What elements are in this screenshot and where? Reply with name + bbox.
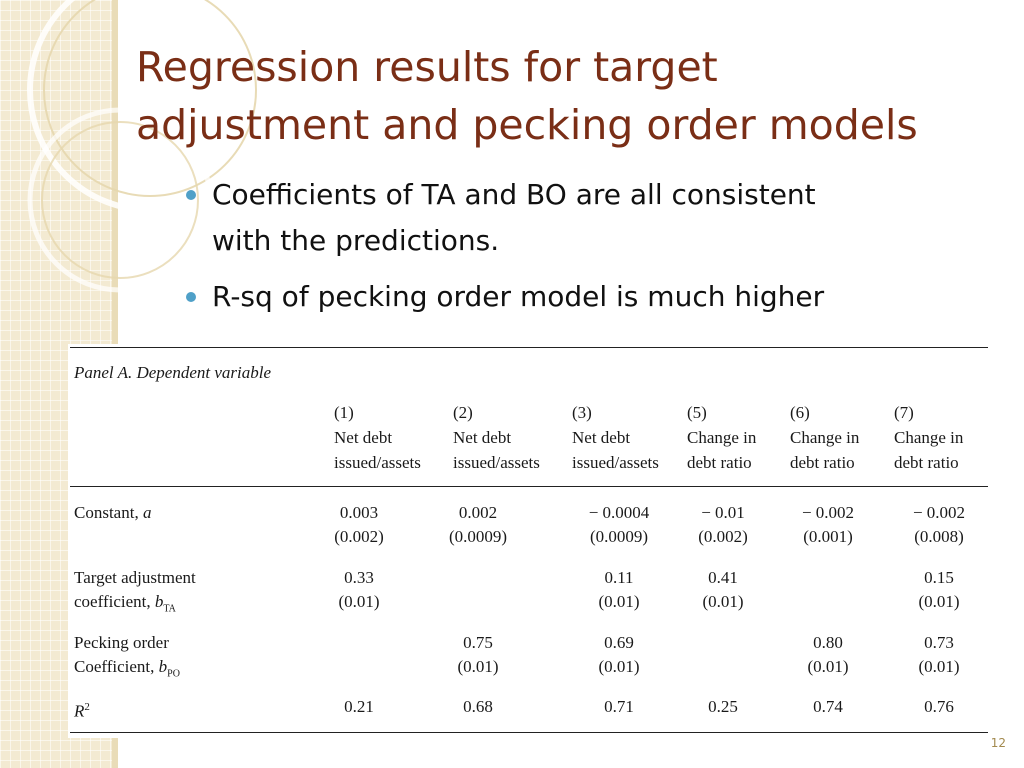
coefficient-value: 0.68: [463, 697, 493, 716]
column-number: (7): [894, 403, 914, 422]
bullet-item: Coefficients of TA and BO are all consis…: [186, 172, 966, 264]
coefficient-value: 0.003: [339, 503, 379, 522]
column-number: (3): [572, 403, 592, 422]
standard-error-value: (0.002): [334, 527, 384, 546]
row-label: Pecking order: [74, 631, 169, 655]
column-header-line1: Net debt: [453, 428, 512, 447]
row-label-line2: Coefficient, bPO: [74, 655, 180, 686]
row-label: Constant, a: [74, 501, 151, 525]
title-line-1: Regression results for target: [136, 43, 718, 91]
column-number: (2): [453, 403, 473, 422]
table-bottom-rule: [70, 732, 988, 733]
row-label-subscript: TA: [163, 603, 176, 615]
standard-error-value: (0.01): [918, 657, 960, 676]
column-number: (1): [334, 403, 354, 422]
coefficient-value: 0.71: [604, 697, 634, 716]
slide-title: Regression results for target adjustment…: [136, 38, 1006, 154]
slide-number: 12: [990, 736, 1006, 750]
bullet-dot-icon: [186, 190, 196, 200]
bullet-text-line: with the predictions.: [212, 224, 500, 257]
row-label-text: coefficient,: [74, 592, 155, 611]
regression-table: Panel A. Dependent variable (1) Net debt i…: [68, 344, 988, 738]
coefficient-value: 0.25: [708, 697, 738, 716]
column-header-line1: Change in: [687, 428, 757, 447]
coefficient-value: − 0.0004: [588, 503, 650, 522]
standard-error-value: (0.0009): [589, 527, 649, 546]
title-line-2: adjustment and pecking order models: [136, 101, 918, 149]
coefficient-value: 0.74: [813, 697, 843, 716]
row-label-text: Constant,: [74, 503, 143, 522]
table-header-rule: [70, 486, 988, 487]
standard-error-value: (0.01): [598, 592, 640, 611]
row-label-superscript: 2: [84, 701, 90, 713]
standard-error-value: (0.01): [338, 592, 380, 611]
column-number: (6): [790, 403, 810, 422]
bullet-text-line: Coefficients of TA and BO are all consis…: [212, 178, 816, 211]
coefficient-value: − 0.002: [912, 503, 966, 522]
row-label-text: Coefficient,: [74, 657, 159, 676]
standard-error-value: (0.0009): [448, 527, 508, 546]
standard-error-value: (0.01): [598, 657, 640, 676]
standard-error-value: (0.01): [457, 657, 499, 676]
row-label: Target adjustment: [74, 566, 196, 590]
column-header-line1: Change in: [790, 428, 860, 447]
column-header-line2: issued/assets: [453, 453, 540, 472]
bullet-list: Coefficients of TA and BO are all consis…: [186, 172, 966, 330]
coefficient-value: 0.75: [463, 633, 493, 652]
row-label-variable: R: [74, 701, 85, 721]
standard-error-value: (0.01): [702, 592, 744, 611]
standard-error-value: (0.002): [698, 527, 748, 546]
coefficient-value: 0.11: [604, 568, 634, 587]
standard-error-value: (0.01): [807, 657, 849, 676]
coefficient-value: 0.73: [924, 633, 954, 652]
row-label-variable: b: [154, 592, 164, 611]
column-header-line2: issued/assets: [334, 453, 421, 472]
column-header-line2: issued/assets: [572, 453, 659, 472]
column-header-line1: Net debt: [334, 428, 393, 447]
row-label: R2: [74, 695, 90, 724]
row-label-variable: a: [142, 503, 152, 522]
table-top-rule: [70, 347, 988, 348]
row-label-variable: b: [158, 657, 168, 676]
coefficient-value: 0.33: [344, 568, 374, 587]
column-number: (5): [687, 403, 707, 422]
row-label-subscript: PO: [167, 668, 180, 680]
row-label-line2: coefficient, bTA: [74, 590, 176, 621]
bullet-dot-icon: [186, 292, 196, 302]
standard-error-value: (0.001): [803, 527, 853, 546]
bullet-item: R-sq of pecking order model is much high…: [186, 274, 966, 320]
standard-error-value: (0.008): [914, 527, 964, 546]
coefficient-value: 0.21: [344, 697, 374, 716]
coefficient-value: 0.80: [813, 633, 843, 652]
coefficient-value: 0.76: [924, 697, 954, 716]
coefficient-value: − 0.01: [701, 503, 745, 522]
bullet-text-line: R-sq of pecking order model is much high…: [212, 280, 825, 313]
column-header-line2: debt ratio: [790, 453, 855, 472]
column-header-line1: Net debt: [572, 428, 631, 447]
decorative-circles-icon: [27, 0, 260, 293]
coefficient-value: − 0.002: [801, 503, 855, 522]
coefficient-value: 0.69: [604, 633, 634, 652]
standard-error-value: (0.01): [918, 592, 960, 611]
panel-label: Panel A. Dependent variable: [74, 363, 272, 382]
row-label-text: Pecking order: [74, 633, 169, 652]
coefficient-value: 0.15: [924, 568, 954, 587]
column-header-line2: debt ratio: [687, 453, 752, 472]
column-header-line1: Change in: [894, 428, 964, 447]
coefficient-value: 0.002: [458, 503, 498, 522]
coefficient-value: 0.41: [708, 568, 738, 587]
row-label-text: Target adjustment: [74, 568, 196, 587]
column-header-line2: debt ratio: [894, 453, 959, 472]
